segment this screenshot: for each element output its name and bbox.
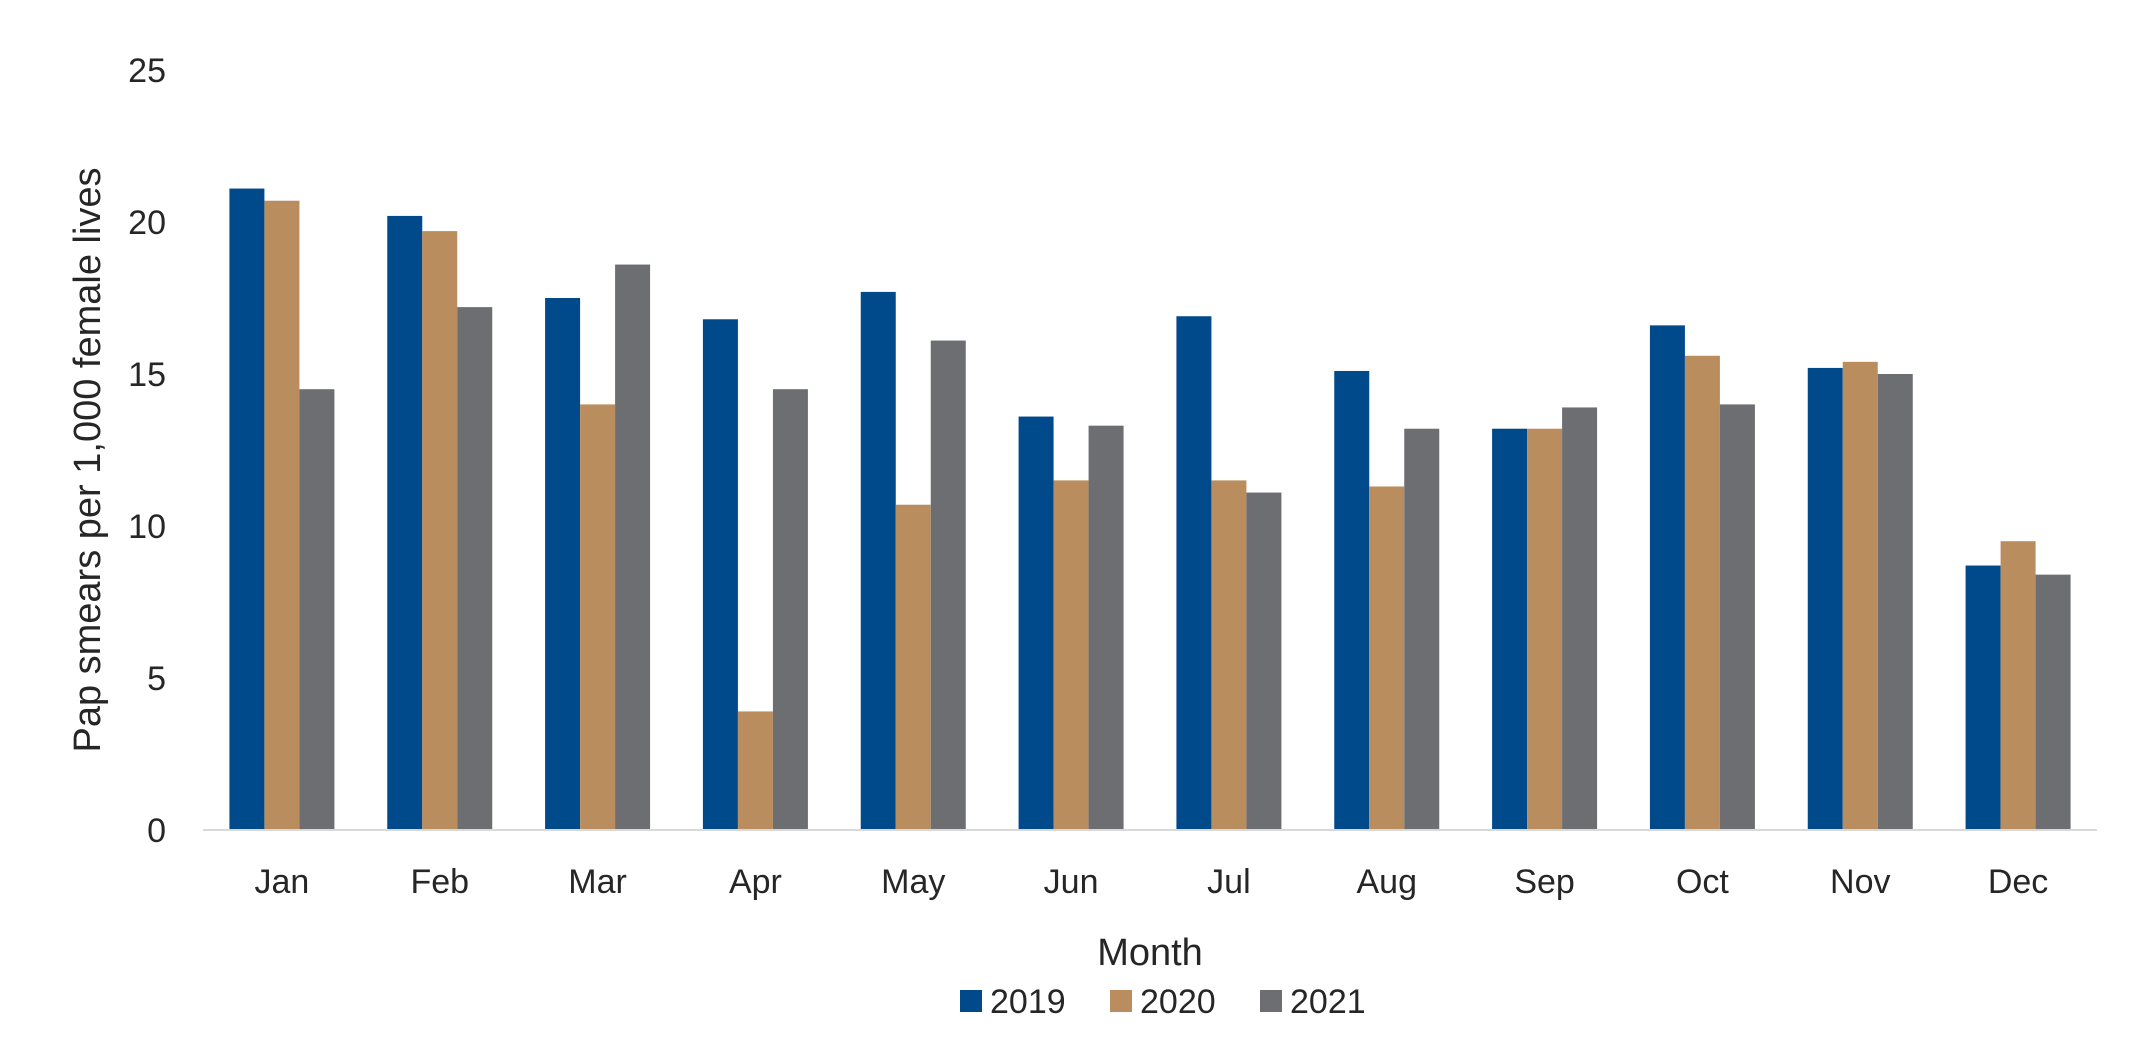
- bar-2019-feb: [387, 215, 423, 831]
- y-tick-label: 0: [147, 812, 166, 850]
- bar-2020-oct: [1684, 355, 1720, 830]
- bar-2021-aug: [1404, 428, 1440, 830]
- x-tick-label-jan: Jan: [255, 863, 310, 901]
- bar-2019-jul: [1176, 316, 1212, 830]
- legend-item-2019: 2019: [960, 983, 1066, 1021]
- bar-2021-may: [930, 340, 966, 830]
- legend: 2019 2020 2021: [960, 983, 1366, 1021]
- bar-2021-oct: [1719, 404, 1755, 830]
- y-tick-label: 25: [128, 52, 166, 90]
- bar-2019-jun: [1018, 416, 1054, 830]
- x-tick-label-oct: Oct: [1676, 863, 1729, 901]
- bar-2021-jan: [299, 389, 335, 830]
- bar-2021-mar: [615, 264, 651, 830]
- legend-item-2021: 2021: [1260, 983, 1366, 1021]
- x-tick-label-may: May: [881, 863, 945, 901]
- bar-2020-dec: [2000, 541, 2036, 830]
- bar-2021-apr: [772, 389, 808, 830]
- bar-2019-jan: [229, 188, 265, 830]
- bar-2020-jul: [1211, 480, 1247, 830]
- y-tick-label: 15: [128, 356, 166, 394]
- bar-2020-sep: [1527, 428, 1563, 830]
- bar-2021-feb: [457, 307, 493, 830]
- legend-swatch-2020: [1110, 990, 1132, 1012]
- bar-2020-mar: [580, 404, 616, 830]
- legend-label-2021: 2021: [1290, 983, 1366, 1021]
- x-tick-label-nov: Nov: [1830, 863, 1890, 901]
- bar-2019-may: [860, 291, 896, 830]
- x-tick-label-jul: Jul: [1207, 863, 1250, 901]
- bar-2019-oct: [1649, 325, 1685, 830]
- x-tick-label-jun: Jun: [1044, 863, 1099, 901]
- y-tick-label: 20: [128, 204, 166, 242]
- bar-2020-jun: [1053, 480, 1089, 830]
- bar-2020-may: [895, 504, 931, 830]
- bar-2019-apr: [702, 319, 738, 830]
- bar-2019-sep: [1492, 428, 1528, 830]
- x-tick-label-mar: Mar: [568, 863, 627, 901]
- x-axis-ticks: Jan Feb Mar Apr May Jun Jul Aug Sep Oct Nov Dec: [255, 863, 2049, 901]
- bar-2020-aug: [1369, 486, 1405, 830]
- bar-2020-jan: [264, 200, 300, 831]
- legend-swatch-2019: [960, 990, 982, 1012]
- x-tick-label-feb: Feb: [410, 863, 469, 901]
- bar-2020-apr: [737, 711, 773, 830]
- x-tick-label-dec: Dec: [1988, 863, 2048, 901]
- x-axis-title: Month: [1097, 932, 1203, 974]
- legend-item-2020: 2020: [1110, 983, 1216, 1021]
- y-axis-title: Pap smears per 1,000 female lives: [67, 167, 109, 752]
- legend-label-2019: 2019: [990, 983, 1066, 1021]
- x-tick-label-apr: Apr: [729, 863, 782, 901]
- bar-2019-aug: [1334, 370, 1370, 830]
- bar-2019-dec: [1965, 565, 2001, 830]
- bar-2021-dec: [2035, 574, 2071, 830]
- bar-2021-jun: [1088, 425, 1124, 830]
- bar-2020-nov: [1842, 361, 1878, 830]
- bar-2019-mar: [545, 298, 581, 830]
- bar-2021-jul: [1246, 492, 1282, 830]
- y-axis-ticks: 0 5 10 15 20 25: [128, 52, 166, 850]
- y-tick-label: 5: [147, 660, 166, 698]
- bars: [229, 188, 2071, 831]
- bar-2021-sep: [1562, 407, 1598, 830]
- bar-2021-nov: [1877, 374, 1913, 830]
- legend-swatch-2021: [1260, 990, 1282, 1012]
- legend-label-2020: 2020: [1140, 983, 1216, 1021]
- bar-2020-feb: [422, 231, 458, 830]
- x-tick-label-sep: Sep: [1514, 863, 1575, 901]
- y-tick-label: 10: [128, 508, 166, 546]
- x-tick-label-aug: Aug: [1357, 863, 1418, 901]
- bar-2019-nov: [1807, 367, 1843, 830]
